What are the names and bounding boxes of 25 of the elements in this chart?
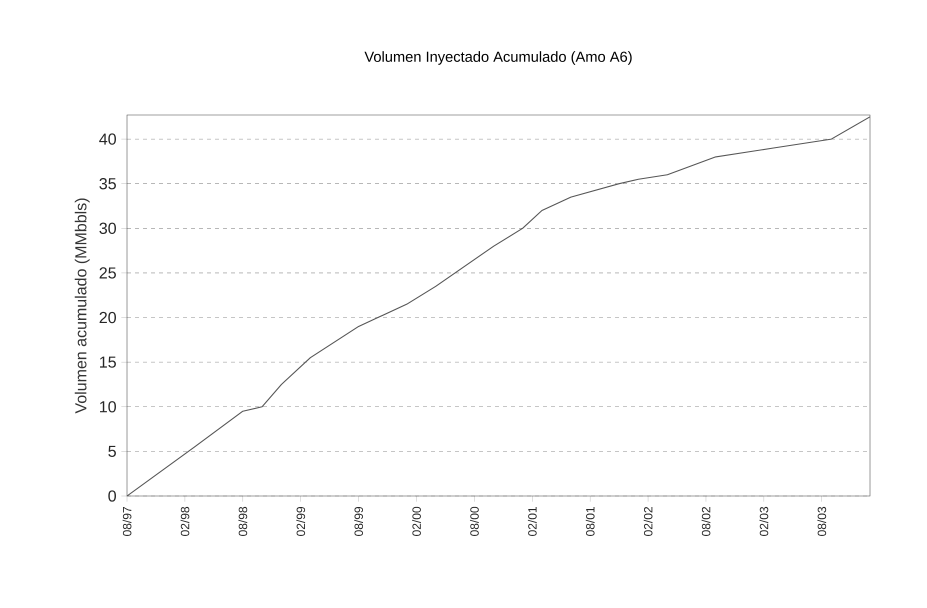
x-tick-label: 08/02 (702, 507, 710, 536)
chart-title: Volumen Inyectado Acumulado (Amo A6) (364, 51, 632, 65)
x-tick-label: 08/98 (238, 506, 248, 536)
x-tick-label: 08/01 (586, 506, 595, 536)
y-tick-label: 35 (99, 178, 116, 190)
x-tick-label: 08/99 (354, 506, 364, 536)
x-tick-label: 02/98 (180, 506, 190, 536)
x-tick-label: 02/01 (528, 506, 537, 536)
y-tick-label: 25 (100, 267, 116, 279)
x-tick-label: 02/00 (412, 506, 421, 536)
y-tick-label: 0 (108, 490, 116, 502)
x-tick-label: 08/97 (122, 507, 132, 536)
x-tick-label: 02/99 (296, 506, 306, 536)
y-tick-label: 5 (108, 446, 116, 457)
y-tick-label: 20 (100, 312, 116, 324)
y-tick-label: 40 (99, 133, 116, 145)
y-axis-title: Volumen acumulado (MMbbls) (74, 198, 90, 414)
line-series (127, 116, 870, 496)
y-tick-label: 30 (99, 222, 116, 234)
x-tick-label: 02/02 (644, 507, 652, 536)
y-tick-label: 10 (100, 401, 116, 412)
y-tick-label: 15 (100, 356, 116, 368)
x-tick-label: 08/00 (470, 506, 479, 536)
x-tick-label: 08/03 (817, 506, 826, 536)
x-tick-label: 02/03 (759, 506, 768, 536)
